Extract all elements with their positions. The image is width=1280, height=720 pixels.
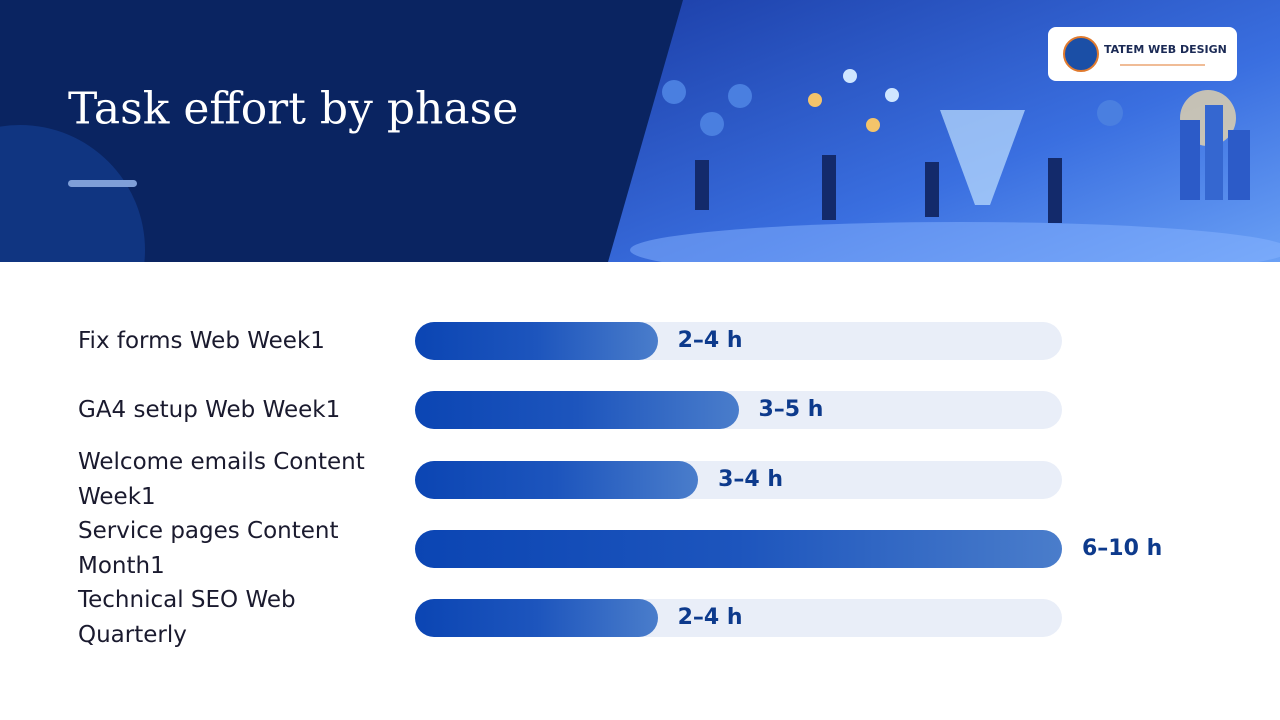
value-label: 2–4 h — [677, 328, 743, 353]
row-label: Service pages Content Month1 — [78, 517, 339, 579]
row-label: Welcome emails Content Week1 — [78, 448, 365, 510]
logo-text: TATEM WEB DESIGN — [1104, 43, 1227, 56]
bar — [415, 460, 699, 499]
value-label: 3–4 h — [718, 466, 783, 492]
row-label: Fix forms Web Week1 — [78, 327, 325, 354]
value-label: 3–5 h — [758, 397, 824, 423]
bar — [415, 599, 658, 637]
row-label: GA4 setup Web Week1 — [78, 396, 341, 423]
slide-title: Task effort by phase — [68, 84, 518, 135]
bar — [415, 391, 739, 430]
header: TATEM WEB DESIGN Task effort by phase — [0, 0, 1280, 262]
value-label: 2–4 h — [677, 605, 743, 630]
value-label: 6–10 h — [1082, 535, 1163, 561]
row-label: Technical SEO Web Quarterly — [78, 587, 296, 648]
bar — [415, 322, 658, 360]
bar — [415, 529, 1062, 568]
